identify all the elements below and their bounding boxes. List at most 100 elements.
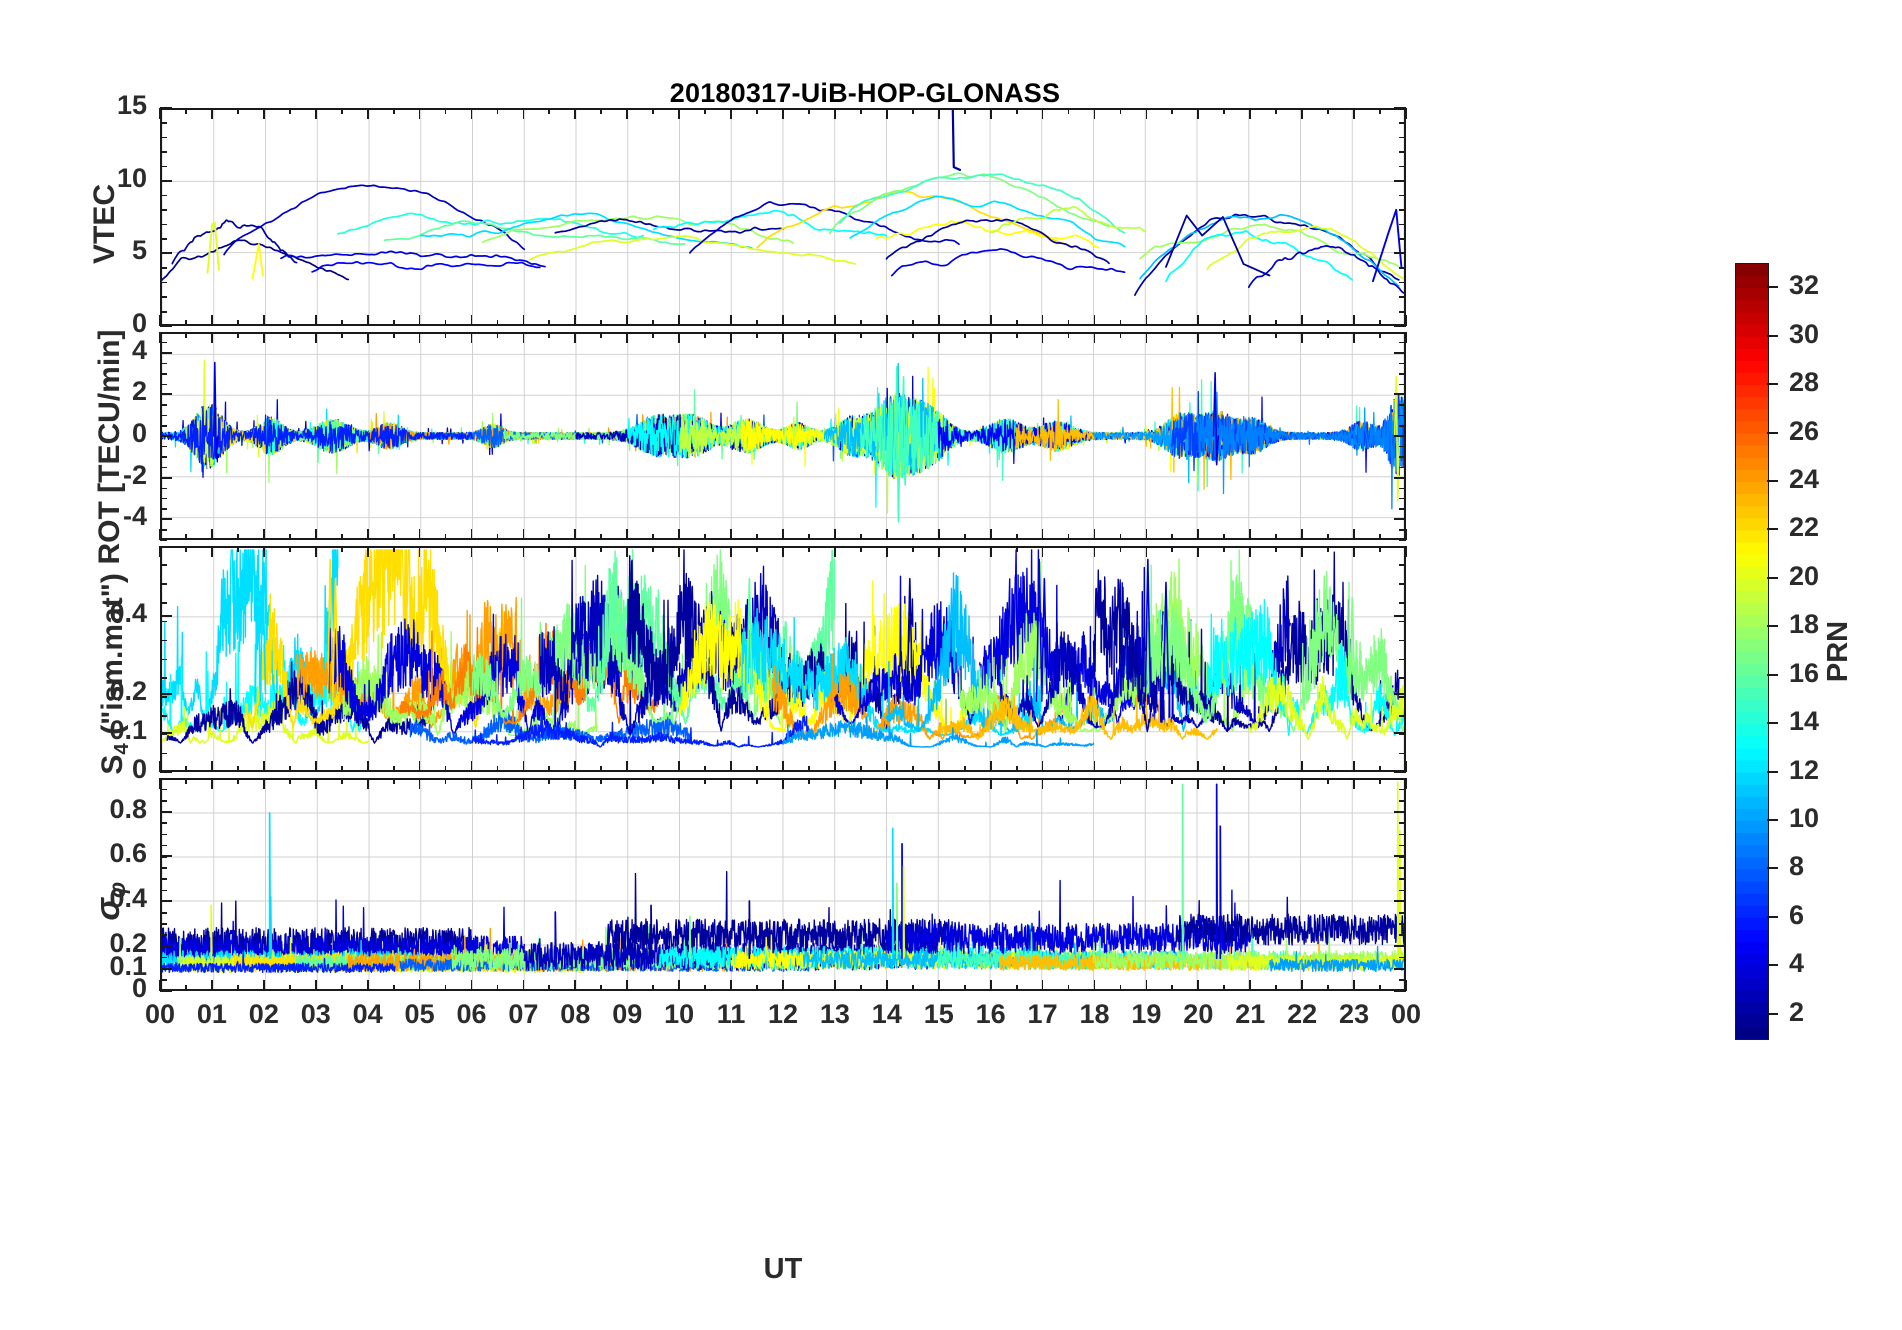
sigma-phi-x-tick <box>288 985 291 991</box>
s4-x-tick <box>652 546 655 552</box>
sigma-phi-y-minor-tick <box>160 844 167 847</box>
sigma-phi-y-minor-tick <box>160 990 167 993</box>
sigma-phi-x-tick <box>418 778 421 789</box>
x-tick-label: 07 <box>508 999 539 1029</box>
s4-x-tick <box>937 546 940 557</box>
sigma-phi-x-tick <box>1145 778 1148 789</box>
s4-y-minor-tick <box>160 564 167 566</box>
rot-x-tick <box>626 529 629 540</box>
x-tick-label: 10 <box>664 999 695 1029</box>
rot-x-tick <box>782 529 784 540</box>
sigma-phi-x-tick <box>782 778 784 789</box>
vtec-x-tick <box>652 320 655 326</box>
rot-x-tick <box>834 529 836 540</box>
sigma-phi-x-tick <box>834 980 836 991</box>
vtec-x-tick <box>859 320 862 326</box>
s4-x-tick <box>963 766 966 772</box>
rot-x-tick <box>1171 534 1174 540</box>
prn-colorbar-tick-label: 4 <box>1789 948 1805 979</box>
rot-x-tick <box>185 332 187 338</box>
s4-x-tick <box>314 761 317 772</box>
sigma-phi-x-tick <box>885 778 888 789</box>
s4-y-minor-tick <box>1399 639 1406 642</box>
sigma-phi-x-tick <box>600 778 603 784</box>
vtec-x-tick <box>1379 320 1381 326</box>
sigma-phi-x-tick <box>496 985 499 991</box>
rot-x-tick <box>1327 332 1330 338</box>
rot-x-tick <box>159 529 161 540</box>
rot-x-tick <box>1067 332 1070 338</box>
rot-x-tick <box>1353 529 1355 540</box>
rot-x-tick <box>211 332 213 343</box>
sigma-phi-y-minor-tick <box>160 945 167 948</box>
prn-colorbar-tick-label: 20 <box>1789 560 1820 591</box>
s4-x-tick <box>211 546 213 557</box>
s4-x-tick <box>288 546 291 552</box>
s4-x-tick <box>1327 766 1330 772</box>
vtec-y-minor-tick <box>1399 151 1406 153</box>
s4-x-tick <box>444 546 447 552</box>
rot-x-tick <box>1249 332 1252 343</box>
sigma-phi-x-tick <box>1223 985 1226 991</box>
rot-x-tick <box>626 332 629 343</box>
rot-y-minor-tick <box>1399 529 1406 531</box>
rot-x-tick <box>600 534 603 540</box>
rot-x-tick <box>1015 332 1018 338</box>
rot-x-tick <box>1041 529 1044 540</box>
vtec-x-tick <box>808 108 810 114</box>
rot-x-tick <box>522 529 525 540</box>
rot-x-tick <box>963 534 966 540</box>
sigma-phi-x-tick <box>366 778 369 789</box>
rot-x-tick <box>1171 332 1174 338</box>
s4-x-tick <box>1015 546 1018 552</box>
rot-x-tick <box>1327 534 1330 540</box>
rot-y-minor-tick <box>1399 352 1406 354</box>
vtec-x-tick <box>1301 315 1304 326</box>
s4-x-tick <box>418 761 421 772</box>
vtec-x-tick <box>937 315 940 326</box>
rot-x-tick <box>392 534 395 540</box>
s4-x-tick <box>392 766 395 772</box>
sigma-phi-x-tick <box>678 980 681 991</box>
vtec-x-tick <box>1145 108 1148 119</box>
vtec-x-tick <box>288 108 291 114</box>
s4-x-tick <box>236 546 239 552</box>
sigma-phi-y-minor-tick <box>160 799 167 802</box>
vtec-y-minor-tick <box>1399 209 1406 211</box>
rot-x-tick <box>1093 332 1096 343</box>
rot-x-tick <box>418 529 421 540</box>
vtec-y-minor-tick <box>1399 267 1406 269</box>
vtec-y-minor-tick <box>1399 136 1406 139</box>
s4-y-minor-tick <box>160 696 167 698</box>
vtec-y-minor-tick <box>160 151 167 153</box>
vtec-x-tick <box>262 108 265 119</box>
rot-y-minor-tick <box>160 404 167 406</box>
x-tick-label: 04 <box>352 999 383 1029</box>
vtec-x-tick <box>236 320 239 326</box>
x-tick-label: 23 <box>1339 999 1370 1029</box>
rot-y-minor-tick <box>1399 425 1406 427</box>
s4-x-tick <box>496 546 499 552</box>
sigma-phi-y-minor-tick <box>1399 799 1406 802</box>
prn-colorbar-tick <box>1767 964 1778 967</box>
panel-sigma-phi <box>160 778 1406 991</box>
rot-y-minor-tick <box>160 383 167 386</box>
vtec-x-tick <box>885 315 888 326</box>
s4-x-tick <box>600 766 603 772</box>
s4-y-tick <box>1394 693 1406 696</box>
sigma-phi-y-minor-tick <box>1399 788 1406 791</box>
sigma-phi-y-minor-tick <box>1399 923 1406 925</box>
rot-x-tick <box>652 534 655 540</box>
rot-x-tick <box>885 332 888 343</box>
sigma-phi-x-tick <box>496 778 499 784</box>
vtec-x-tick <box>1249 108 1252 119</box>
rot-x-tick <box>496 332 499 338</box>
vtec-x-tick <box>366 315 369 326</box>
rot-x-tick <box>1223 332 1226 338</box>
vtec-x-tick <box>1327 320 1330 326</box>
prn-colorbar-tick-label: 24 <box>1789 463 1820 494</box>
rot-y-minor-tick <box>1399 456 1406 458</box>
rot-x-tick <box>1379 332 1381 338</box>
rot-x-tick <box>1353 332 1355 343</box>
sigma-phi-x-tick <box>626 778 629 789</box>
